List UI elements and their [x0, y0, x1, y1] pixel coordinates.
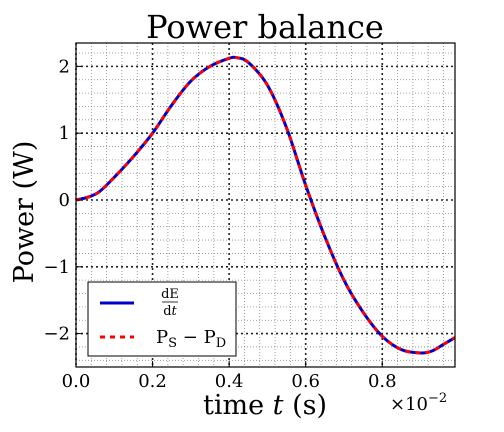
y-tick-label: −2 [43, 324, 70, 345]
x-axis-label-variable: t [273, 390, 284, 421]
x-tick-label: 0.8 [368, 371, 397, 392]
y-axis-label: Power (W) [9, 141, 40, 284]
x-axis-multiplier: ×10−2 [390, 391, 447, 415]
x-axis-label-prefix: time [203, 390, 273, 421]
axis-ticks: 0.0 0.2 0.4 0.6 0.8 −2 −1 0 1 2 [43, 56, 396, 392]
x-axis-label: time t (s) [203, 390, 327, 421]
legend-box [87, 281, 237, 357]
x-tick-label: 0.6 [291, 371, 320, 392]
y-tick-label: 2 [59, 56, 70, 77]
y-tick-label: 0 [59, 190, 70, 211]
legend-label-series-2: PS − PD [156, 327, 226, 351]
series-lines [76, 55, 455, 355]
legend: dE dt PS − PD [87, 281, 237, 357]
plot-frame [75, 42, 456, 368]
y-tick-label: 1 [59, 123, 70, 144]
x-tick-label: 0.4 [215, 371, 244, 392]
x-axis-label-suffix: (s) [284, 390, 328, 421]
x-axis-multiplier-exponent: −2 [428, 391, 447, 406]
series-line-2 [76, 55, 455, 355]
minor-grid [76, 43, 455, 367]
x-tick-label: 0.0 [62, 371, 91, 392]
chart-title: Power balance [146, 8, 384, 46]
y-tick-label: −1 [43, 257, 70, 278]
x-axis-multiplier-base: ×10 [390, 394, 428, 415]
legend-label-series-1-numerator: dE [161, 287, 179, 302]
x-tick-label: 0.2 [138, 371, 167, 392]
legend-label-series-1-denominator: dt [163, 304, 177, 319]
